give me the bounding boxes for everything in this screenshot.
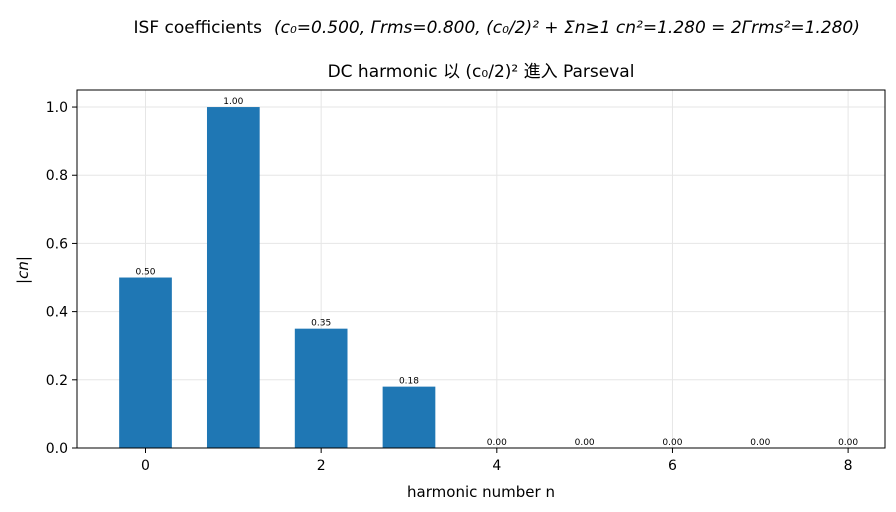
chart-title: ISF coefficients (c₀=0.500, Γrms=0.800, … bbox=[134, 18, 860, 82]
y-tick-label-0: 0.0 bbox=[46, 441, 68, 457]
x-tick-label-4: 8 bbox=[844, 458, 853, 474]
grid bbox=[77, 90, 885, 449]
bar-value-label-n5: 0.00 bbox=[575, 438, 595, 448]
bar-value-label-n3: 0.18 bbox=[399, 377, 419, 387]
bar-value-labels: 0.50 1.00 0.35 0.18 0.00 0.00 0.00 0.00 0.00 bbox=[135, 97, 858, 448]
y-tick-label-4: 0.8 bbox=[46, 168, 68, 184]
y-axis-label: |cn| bbox=[14, 256, 32, 284]
title-line1-text: ISF coefficients bbox=[134, 18, 263, 38]
bar-n0 bbox=[119, 277, 172, 448]
bar-value-label-n1: 1.00 bbox=[223, 97, 243, 107]
bar-n1 bbox=[206, 107, 260, 449]
x-tick-label-3: 6 bbox=[668, 458, 677, 474]
y-axis-ticks: 0.0 0.2 0.4 0.6 0.8 1.0 bbox=[46, 100, 77, 457]
x-tick-label-2: 4 bbox=[492, 458, 501, 474]
bar-n2 bbox=[294, 328, 348, 448]
title-line2: DC harmonic 以 (c₀/2)² 進入 Parseval bbox=[328, 62, 635, 82]
bar-value-label-n8: 0.00 bbox=[838, 438, 858, 448]
y-tick-label-1: 0.2 bbox=[46, 373, 68, 389]
x-tick-label-0: 0 bbox=[141, 458, 150, 474]
plot-area: 0.50 1.00 0.35 0.18 0.00 0.00 0.00 0.00 0.00 0 2 4… bbox=[46, 89, 886, 474]
title-line1-formula: (c₀=0.500, Γrms=0.800, (c₀/2)² + Σn≥1 cn… bbox=[274, 18, 860, 38]
x-axis-ticks: 0 2 4 6 8 bbox=[141, 448, 853, 474]
bar-value-label-n2: 0.35 bbox=[311, 319, 331, 329]
bars bbox=[119, 107, 436, 449]
bar-n3 bbox=[382, 386, 436, 448]
y-tick-label-2: 0.4 bbox=[46, 305, 68, 321]
bar-value-label-n0: 0.50 bbox=[135, 268, 155, 278]
y-tick-label-5: 1.0 bbox=[46, 100, 68, 116]
bar-value-label-n7: 0.00 bbox=[750, 438, 770, 448]
bar-value-label-n4: 0.00 bbox=[487, 438, 507, 448]
y-tick-label-3: 0.6 bbox=[46, 236, 68, 252]
plot-frame bbox=[76, 89, 886, 449]
x-tick-label-1: 2 bbox=[317, 458, 326, 474]
bar-value-label-n6: 0.00 bbox=[662, 438, 682, 448]
x-axis-label: harmonic number n bbox=[407, 483, 555, 501]
